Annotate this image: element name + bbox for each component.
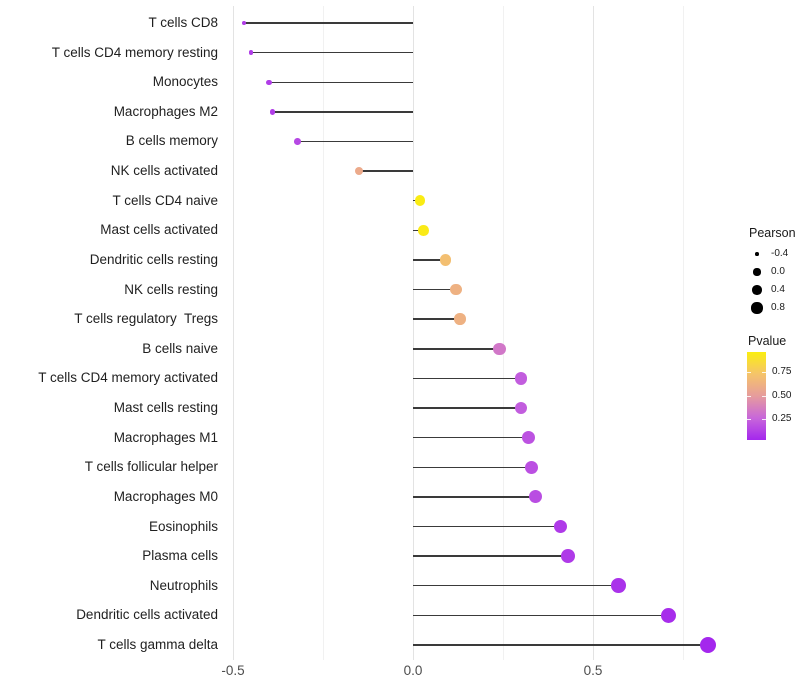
lollipop-stem [413, 496, 536, 498]
y-axis-label: B cells naive [142, 340, 218, 356]
x-tick-label: 0.0 [403, 663, 423, 678]
lollipop-stem [359, 170, 413, 172]
lollipop-dot [418, 225, 430, 236]
lollipop-dot [525, 460, 539, 474]
lollipop-stem [413, 614, 669, 617]
pvalue-bar-tick [747, 372, 751, 374]
pearson-legend-label: 0.4 [771, 284, 785, 295]
lollipop-stem [413, 288, 457, 291]
y-axis-label: NK cells resting [124, 281, 218, 297]
pvalue-colorbar [747, 352, 766, 440]
y-axis-label: B cells memory [125, 133, 218, 149]
pvalue-bar-tick [762, 372, 766, 374]
pvalue-tick-label: 0.75 [772, 366, 792, 378]
y-axis-label: Monocytes [152, 74, 218, 90]
lollipop-dot [454, 313, 466, 325]
lollipop-dot [266, 79, 272, 85]
y-axis-label: Plasma cells [142, 548, 218, 564]
x-tick-label: -0.5 [221, 663, 245, 678]
lollipop-stem [269, 81, 413, 83]
lollipop-stem [413, 259, 446, 261]
pvalue-tick-label: 0.25 [772, 412, 792, 424]
lollipop-dot [354, 166, 364, 176]
lollipop-dot [700, 636, 717, 654]
y-axis-label: Dendritic cells activated [76, 607, 218, 623]
gridline-major [412, 6, 414, 660]
y-axis-label: Eosinophils [148, 518, 218, 534]
lollipop-stem [413, 436, 529, 439]
gridline-minor [322, 6, 324, 660]
y-axis-label: Dendritic cells resting [89, 251, 218, 267]
lollipop-stem [243, 22, 413, 24]
lollipop-dot [450, 283, 462, 296]
pearson-legend-label: -0.4 [771, 248, 789, 259]
lollipop-stem [413, 229, 424, 232]
lollipop-dot [528, 490, 542, 504]
y-axis-label: Macrophages M2 [113, 103, 218, 119]
y-axis-label: T cells regulatory Tregs [74, 311, 218, 327]
lollipop-dot [610, 578, 626, 594]
lollipop-dot [414, 195, 426, 206]
pvalue-legend-title: Pvalue [748, 334, 787, 348]
lollipop-dot [514, 372, 528, 385]
x-tick-label: 0.5 [583, 663, 603, 678]
lollipop-stem [413, 377, 521, 380]
pearson-legend-dot [752, 285, 762, 295]
lollipop-dot [493, 342, 506, 355]
pvalue-bar-tick [762, 395, 766, 397]
y-axis-label: Mast cells activated [100, 222, 218, 238]
lollipop-dot [439, 254, 451, 266]
gridline-major [592, 6, 594, 660]
y-axis-label: Neutrophils [149, 577, 218, 593]
y-axis-label: Macrophages M0 [113, 488, 218, 504]
y-axis-label: T cells CD8 [148, 15, 218, 30]
lollipop-stem [272, 111, 413, 113]
lollipop-dot [521, 431, 535, 445]
gridline-minor [502, 6, 504, 660]
lollipop-dot [294, 138, 302, 145]
lollipop-stem [413, 348, 500, 350]
y-axis-label: T cells CD4 memory resting [51, 44, 218, 60]
pearson-legend-dot [755, 252, 759, 256]
gridline-major [232, 6, 234, 660]
y-axis-label: T cells gamma delta [97, 637, 218, 652]
lollipop-dot [553, 519, 568, 534]
lollipop-dot [248, 50, 254, 55]
y-axis-label: T cells follicular helper [84, 459, 218, 475]
lollipop-stem [251, 51, 413, 54]
lollipop-stem [413, 555, 568, 557]
lollipop-stem [413, 585, 619, 587]
lollipop-stem [413, 466, 532, 468]
pvalue-bar-tick [747, 395, 751, 397]
pearson-legend-title: Pearson [749, 226, 796, 240]
y-axis-label: T cells CD4 memory activated [38, 370, 218, 386]
pearson-legend-label: 0.0 [771, 266, 785, 277]
pvalue-bar-tick [747, 418, 751, 420]
pearson-legend-dot [753, 268, 761, 276]
pearson-legend-label: 0.8 [771, 302, 785, 313]
y-axis-label: NK cells activated [110, 163, 218, 179]
lollipop-dot [560, 549, 575, 564]
gridline-minor [682, 6, 684, 660]
pearson-legend-dot [751, 302, 763, 314]
pvalue-tick-label: 0.50 [772, 389, 792, 401]
y-axis-label: Macrophages M1 [113, 429, 218, 445]
lollipop-dot [241, 21, 246, 25]
lollipop-stem [413, 525, 561, 528]
lollipop-dot [514, 401, 528, 415]
lollipop-stem [413, 407, 521, 409]
lollipop-stem [413, 644, 709, 646]
y-axis-label: T cells CD4 naive [112, 192, 218, 208]
lollipop-dot [269, 109, 276, 115]
lollipop-dot [660, 607, 677, 624]
lollipop-stem [297, 140, 413, 143]
y-axis-label: Mast cells resting [113, 400, 218, 416]
pvalue-bar-tick [762, 418, 766, 420]
lollipop-stem [413, 318, 460, 320]
